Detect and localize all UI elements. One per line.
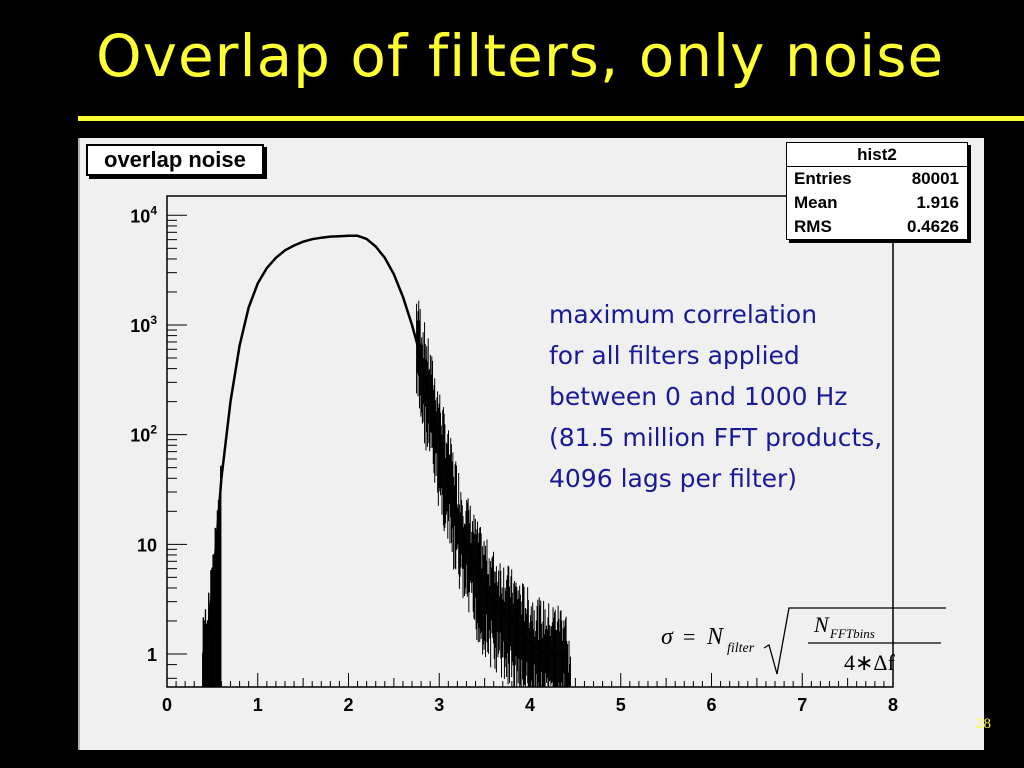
- annotation-line: (81.5 million FFT products,: [549, 423, 883, 452]
- formula-equals: =: [683, 624, 695, 649]
- annotation-text: maximum correlation for all filters appl…: [549, 294, 989, 499]
- x-tick-label: 8: [888, 695, 898, 715]
- annotation-line: 4096 lags per filter): [549, 464, 798, 493]
- x-tick-label: 0: [162, 695, 172, 715]
- stats-value: 1.916: [916, 193, 959, 212]
- y-tick-label: 10: [137, 535, 157, 555]
- annotation-line: between 0 and 1000 Hz: [549, 382, 848, 411]
- stats-name: hist2: [787, 143, 967, 167]
- x-tick-label: 2: [343, 695, 353, 715]
- x-tick-label: 4: [525, 695, 535, 715]
- histogram-panel: 0 1 2 3 4 5 6 7 8 1 10 102 103 104 overlap noise his…: [78, 138, 984, 750]
- y-tick-label: 104: [130, 203, 157, 226]
- slide-title: Overlap of filters, only noise: [96, 22, 945, 90]
- page-number: 28: [976, 716, 991, 732]
- histogram-plot: 0 1 2 3 4 5 6 7 8 1 10 102 103 104: [130, 195, 898, 715]
- x-tick-label: 1: [253, 695, 263, 715]
- x-tick-label: 7: [797, 695, 807, 715]
- stats-label: Entries: [794, 169, 852, 188]
- formula-n: N: [706, 624, 725, 650]
- stats-row-mean: Mean 1.916: [787, 191, 967, 215]
- histogram-title: overlap noise: [86, 144, 264, 176]
- y-tick-label: 102: [130, 423, 157, 446]
- y-tick-label: 103: [130, 313, 157, 336]
- title-rule: [78, 116, 1024, 121]
- stats-value: 0.4626: [907, 217, 959, 236]
- stats-row-rms: RMS 0.4626: [787, 215, 967, 239]
- y-tick-label: 1: [147, 645, 157, 665]
- formula-numerator: N: [813, 612, 830, 637]
- x-tick-label: 6: [706, 695, 716, 715]
- x-tick-label: 5: [616, 695, 626, 715]
- stats-label: RMS: [794, 217, 832, 236]
- formula-sqrt-sign: [763, 607, 946, 675]
- tail-fluctuations: [202, 300, 571, 687]
- x-tick-label: 3: [434, 695, 444, 715]
- x-axis: 0 1 2 3 4 5 6 7 8: [162, 673, 898, 715]
- stats-row-entries: Entries 80001: [787, 167, 967, 191]
- stats-value: 80001: [911, 169, 959, 188]
- sigma-formula: σ = N filter N FFTbins 4∗Δf: [661, 607, 946, 675]
- y-axis: 1 10 102 103 104: [130, 203, 187, 679]
- formula-numerator-subscript: FFTbins: [829, 626, 875, 641]
- formula-denominator: 4∗Δf: [844, 650, 896, 675]
- annotation-line: for all filters applied: [549, 341, 800, 370]
- stats-box: hist2 Entries 80001 Mean 1.916 RMS 0.462…: [786, 142, 968, 240]
- formula-sigma: σ: [661, 624, 674, 650]
- annotation-line: maximum correlation: [549, 300, 818, 329]
- stats-label: Mean: [794, 193, 838, 212]
- formula-n-subscript: filter: [727, 641, 755, 656]
